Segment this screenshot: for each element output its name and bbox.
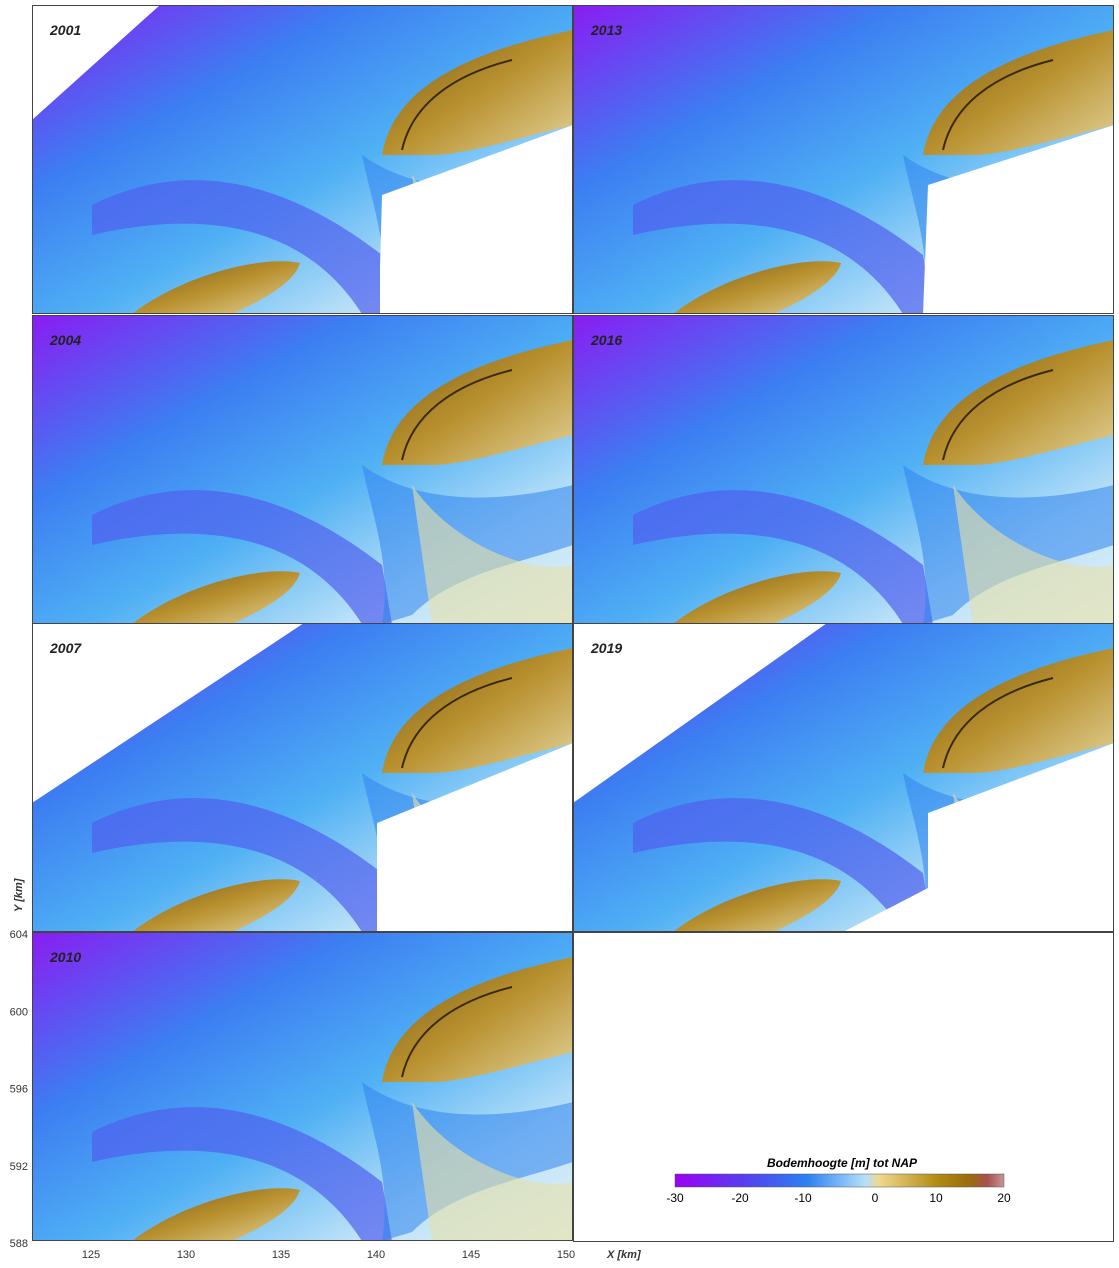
x-tick-label: 145 [462,1249,480,1261]
x-tick-label: 125 [82,1249,100,1261]
panel-year: 2010 [49,949,81,965]
empty-panel-border [574,933,1114,1242]
panel-year: 2019 [590,640,622,656]
colorbar-tick-label: 0 [872,1191,879,1205]
y-tick-label: 596 [10,1084,28,1096]
map-panel: 2013 [573,5,1114,314]
map-panel: 2010 [32,932,573,1241]
x-tick-label: 130 [177,1249,195,1261]
colorbar-tick-label: -30 [666,1191,684,1205]
panel-year: 2016 [590,332,622,348]
y-tick-label: 588 [10,1238,28,1250]
colorbar-tick-label: 10 [929,1191,943,1205]
x-tick-label: 140 [367,1249,385,1261]
panel-year: 2013 [590,22,622,38]
y-tick-label: 592 [10,1161,28,1173]
colorbar-tick-label: 20 [997,1191,1011,1205]
bathymetry [573,315,1114,624]
panel-year: 2007 [49,640,82,656]
x-axis-label: X [km] [606,1249,641,1261]
panel-year: 2004 [49,332,81,348]
map-panel: 2004 [32,315,573,624]
map-panel: 2019 [573,623,1114,932]
bathymetry [32,932,573,1241]
panel-year: 2001 [49,22,81,38]
colorbar: Bodemhoogte [m] tot NAP [675,1156,1004,1187]
colorbar-tick-label: -10 [794,1191,812,1205]
colorbar-title: Bodemhoogte [m] tot NAP [767,1156,918,1170]
colorbar-bar [675,1174,1004,1187]
colorbar-tick-label: -20 [731,1191,749,1205]
y-tick-label: 600 [10,1006,28,1018]
x-tick-label: 150 [557,1249,575,1261]
map-panel: 2001 [32,5,573,314]
map-panel: 2007 [32,623,573,932]
y-tick-label: 604 [10,929,28,941]
figure: 2001201320042016200720192010 Y [km] X [k… [0,0,1119,1263]
y-axis-label: Y [km] [13,878,25,912]
bathymetry [32,315,573,624]
x-tick-label: 135 [272,1249,290,1261]
map-panel: 2016 [573,315,1114,624]
